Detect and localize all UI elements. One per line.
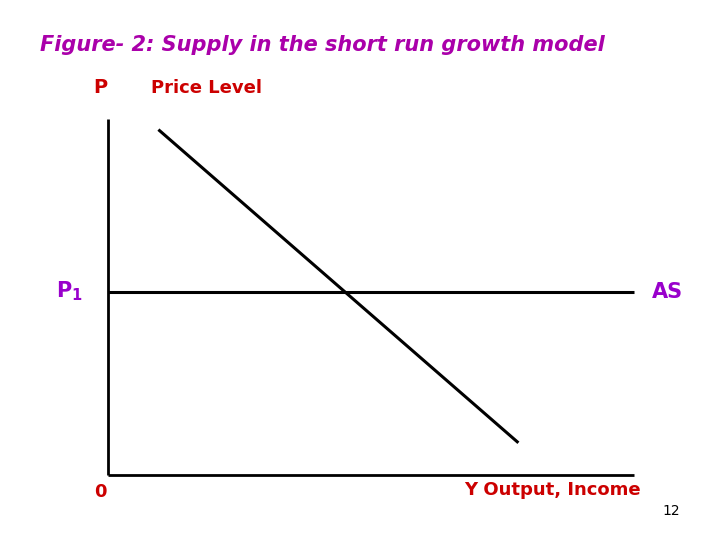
Text: 0: 0 <box>94 483 107 501</box>
Text: P: P <box>94 78 108 97</box>
Text: $\mathbf{P_1}$: $\mathbf{P_1}$ <box>56 280 83 303</box>
Text: 12: 12 <box>663 504 680 518</box>
Text: AS: AS <box>652 281 683 302</box>
Text: Figure- 2: Supply in the short run growth model: Figure- 2: Supply in the short run growt… <box>40 35 604 55</box>
Text: Price Level: Price Level <box>151 79 262 97</box>
Text: Y Output, Income: Y Output, Income <box>464 481 641 498</box>
